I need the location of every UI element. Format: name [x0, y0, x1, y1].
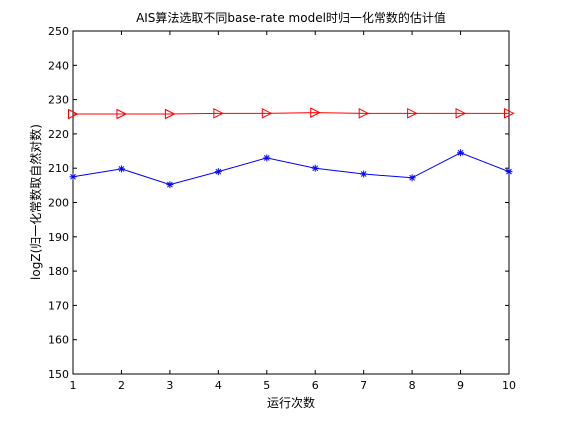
data-point — [263, 154, 271, 162]
data-point — [457, 149, 465, 157]
data-point — [455, 108, 467, 119]
marker-stroke — [312, 165, 319, 172]
data-point — [117, 165, 125, 173]
data-point — [213, 108, 224, 119]
data-series — [68, 107, 515, 189]
x-tick-label: 6 — [312, 379, 319, 392]
series-1 — [68, 107, 515, 120]
data-point — [311, 164, 319, 172]
marker-stroke — [263, 155, 270, 161]
data-point — [360, 170, 368, 178]
y-tick-label: 180 — [48, 265, 69, 278]
data-point — [68, 108, 79, 120]
x-tick-label: 10 — [502, 379, 516, 392]
axis-ticks: 1 2 3 4 5 6 7 8 9 10 150 160 170 180 190 200 210 220 230 24… — [48, 25, 516, 392]
data-point — [310, 107, 321, 118]
y-axis-label: logZ(归一化常数取自然对数) — [28, 124, 43, 280]
chart-title: AIS算法选取不同base-rate model时归一化常数的估计值 — [136, 10, 446, 25]
series-line — [72, 152, 510, 186]
x-tick-label: 2 — [118, 379, 125, 392]
y-tick-label: 190 — [48, 231, 69, 244]
x-tick-label: 3 — [166, 379, 173, 392]
y-tick-label: 250 — [48, 25, 69, 38]
marker-stroke — [506, 168, 512, 175]
data-point — [164, 108, 176, 120]
data-point — [408, 174, 416, 182]
marker-stroke — [167, 181, 173, 188]
data-point — [505, 168, 513, 176]
x-axis-label: 运行次数 — [267, 395, 315, 410]
marker-stroke — [70, 173, 76, 180]
data-point — [69, 173, 77, 181]
y-tick-label: 150 — [48, 368, 69, 381]
y-tick-label: 220 — [48, 128, 69, 141]
x-tick-label: 9 — [457, 379, 464, 392]
data-point — [166, 181, 174, 189]
series-line — [73, 112, 509, 115]
plot-area — [72, 30, 510, 375]
data-point — [358, 108, 370, 119]
marker-stroke — [118, 166, 125, 172]
data-point — [407, 108, 418, 119]
x-tick-label: 5 — [263, 379, 270, 392]
series-2 — [69, 149, 513, 189]
y-tick-label: 230 — [48, 94, 69, 107]
marker-stroke — [457, 149, 464, 156]
marker-stroke — [360, 171, 367, 177]
y-tick-label: 240 — [48, 59, 69, 72]
data-point — [261, 108, 273, 119]
marker-stroke — [409, 174, 415, 181]
y-tick-label: 160 — [48, 334, 69, 347]
y-tick-label: 200 — [48, 197, 69, 210]
x-tick-label: 7 — [360, 379, 367, 392]
x-tick-label: 1 — [70, 379, 77, 392]
marker-stroke — [215, 168, 222, 175]
data-point — [214, 168, 222, 176]
data-point — [116, 108, 128, 120]
y-tick-label: 210 — [48, 162, 69, 175]
data-point — [504, 108, 515, 119]
x-tick-label: 4 — [215, 379, 222, 392]
y-tick-label: 170 — [48, 299, 69, 312]
x-tick-label: 8 — [409, 379, 416, 392]
